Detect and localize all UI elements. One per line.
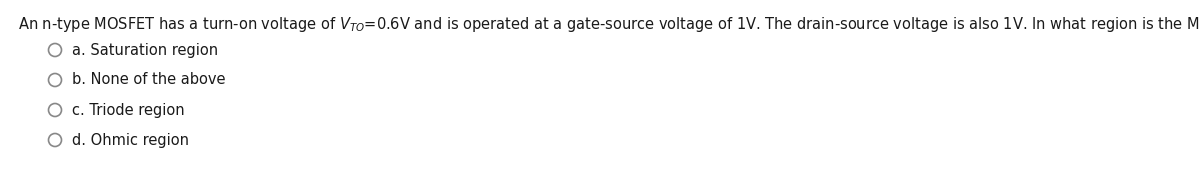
- Text: a. Saturation region: a. Saturation region: [72, 43, 218, 58]
- Text: An n-type MOSFET has a turn-on voltage of $V_{TO}$=0.6V and is operated at a gat: An n-type MOSFET has a turn-on voltage o…: [18, 15, 1200, 34]
- Text: c. Triode region: c. Triode region: [72, 103, 185, 117]
- Text: b. None of the above: b. None of the above: [72, 72, 226, 88]
- Text: d. Ohmic region: d. Ohmic region: [72, 132, 190, 148]
